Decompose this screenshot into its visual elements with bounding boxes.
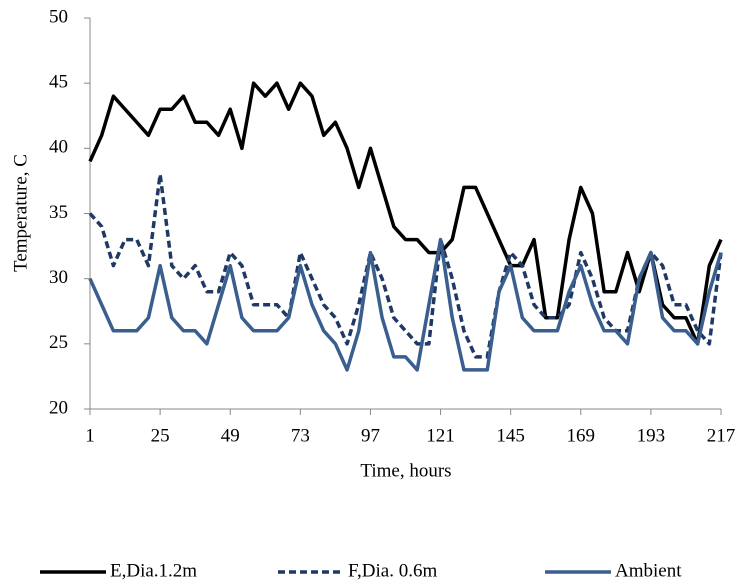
x-tick-label: 121 [426,425,455,446]
y-tick-label: 35 [49,202,68,223]
legend-label: E,Dia.1.2m [110,560,197,581]
x-tick-label: 97 [361,425,380,446]
legend-label: F,Dia. 0.6m [348,560,437,581]
x-tick-label: 217 [707,425,736,446]
x-tick-label: 73 [291,425,310,446]
y-tick-label: 25 [49,332,68,353]
series-line [88,237,723,372]
y-tick-label: 20 [49,397,68,418]
y-tick-label: 40 [49,137,68,158]
y-axis-title: Temperature, C [10,154,31,272]
x-tick-label: 1 [85,425,95,446]
y-tick-label: 30 [49,267,68,288]
x-axis-title: Time, hours [360,460,451,481]
y-tick-label: 50 [49,6,68,27]
x-tick-label: 193 [637,425,666,446]
y-tick-label: 45 [49,72,68,93]
x-tick-label: 145 [496,425,525,446]
x-tick-label: 49 [221,425,240,446]
series-line [88,81,723,346]
x-tick-label: 25 [151,425,170,446]
legend-label: Ambient [615,560,682,581]
x-tick-label: 169 [567,425,596,446]
